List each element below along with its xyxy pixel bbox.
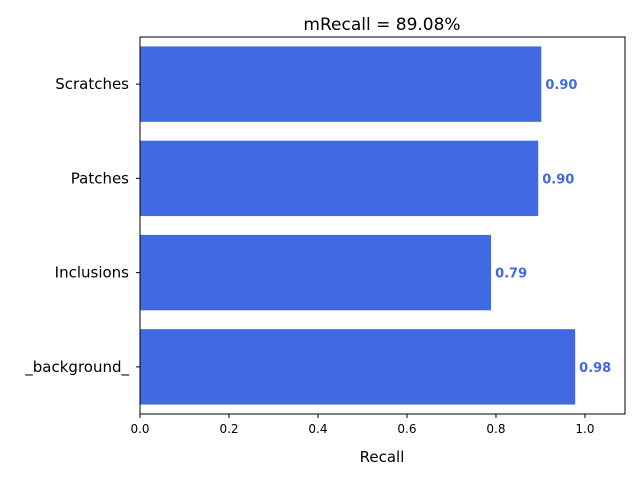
data-label: 0.90	[542, 172, 574, 187]
bar-series	[140, 46, 576, 405]
x-tick-label: 0.8	[486, 422, 505, 436]
data-label: 0.79	[495, 267, 527, 282]
bar-scratches	[140, 46, 542, 122]
y-tick-label: Scratches	[55, 75, 129, 93]
data-label: 0.90	[545, 78, 577, 93]
x-axis-label: Recall	[360, 448, 405, 466]
data-labels: 0.90 0.90 0.79 0.98	[495, 78, 611, 376]
y-axis-ticks: Scratches Patches Inclusions _background_	[24, 75, 140, 377]
y-tick-label: Patches	[71, 169, 129, 187]
x-tick-label: 0.0	[130, 422, 149, 436]
x-tick-label: 0.2	[219, 422, 238, 436]
x-tick-label: 0.6	[397, 422, 416, 436]
y-tick-label: Inclusions	[55, 264, 130, 282]
bar-background	[140, 329, 576, 405]
y-tick-label: _background_	[24, 358, 129, 377]
data-label: 0.98	[579, 361, 611, 376]
chart-title: mRecall = 89.08%	[303, 15, 460, 35]
bar-inclusions	[140, 234, 492, 311]
bar-patches	[140, 140, 539, 217]
x-tick-label: 0.4	[308, 422, 327, 436]
x-axis-ticks: 0.0 0.2 0.4 0.6 0.8 1.0	[130, 414, 595, 436]
plot-frame	[139, 36, 626, 415]
x-tick-label: 1.0	[575, 422, 594, 436]
